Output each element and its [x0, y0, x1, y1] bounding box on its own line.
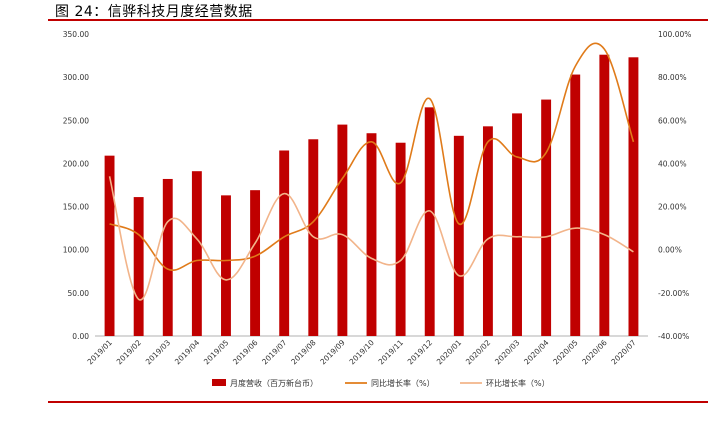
- chart-legend: 月度营收（百万新台币） 同比增长率（%） 环比增长率（%）: [212, 378, 550, 388]
- left-tick-label: 100.00: [63, 246, 89, 255]
- bar-2020/06: [599, 54, 610, 337]
- left-tick-label: 350.00: [63, 30, 89, 39]
- x-tick-label: 2019/12: [406, 338, 435, 367]
- x-tick-label: 2019/07: [260, 338, 289, 367]
- bar-2020/02: [482, 126, 493, 336]
- legend-label: 同比增长率（%）: [371, 378, 435, 388]
- x-tick-label: 2019/11: [377, 338, 406, 367]
- bar-2020/05: [570, 74, 581, 336]
- bar-2020/03: [512, 113, 522, 336]
- left-tick-label: 250.00: [63, 116, 89, 125]
- x-tick-label: 2019/05: [202, 338, 231, 367]
- right-tick-label: 40.00%: [658, 159, 687, 168]
- bar-2019/07: [279, 150, 290, 336]
- bar-2019/05: [221, 195, 231, 336]
- bar-2019/01: [104, 155, 115, 336]
- bar-2019/10: [366, 133, 377, 336]
- left-tick-label: 50.00: [68, 289, 90, 298]
- legend-label: 月度营收（百万新台币）: [230, 378, 318, 388]
- x-tick-label: 2020/04: [522, 338, 551, 367]
- legend-swatch-revenue: [212, 379, 226, 386]
- title-rule: [48, 19, 708, 21]
- x-tick-label: 2020/03: [493, 338, 522, 367]
- right-tick-label: 80.00%: [658, 73, 687, 82]
- bar-series: [104, 54, 639, 337]
- x-tick-label: 2020/05: [551, 338, 580, 367]
- tick-labels: 0.00 50.00 100.00 150.00 200.00 250.00 300.00 3…: [63, 30, 692, 366]
- x-tick-label: 2020/07: [609, 338, 638, 367]
- bar-2019/06: [250, 190, 261, 336]
- bar-2020/01: [453, 135, 464, 336]
- bar-2019/03: [162, 178, 173, 336]
- right-tick-label: 0.00%: [658, 246, 682, 255]
- left-tick-label: 300.00: [63, 73, 89, 82]
- x-tick-label: 2019/08: [289, 338, 318, 367]
- bar-2019/12: [424, 107, 435, 336]
- right-tick-label: -20.00%: [658, 289, 689, 298]
- yoy-growth-line: [109, 42, 635, 271]
- x-tick-label: 2019/06: [231, 338, 260, 367]
- left-tick-label: 150.00: [63, 203, 89, 212]
- x-tick-label: 2020/02: [464, 338, 493, 367]
- figure-title: 图 24：信骅科技月度经营数据: [55, 4, 253, 20]
- bar-2019/02: [133, 197, 144, 336]
- mom-growth-line: [108, 176, 634, 301]
- x-tick-label: 2019/04: [173, 338, 202, 367]
- bar-2019/11: [395, 142, 406, 336]
- x-tick-label: 2020/01: [435, 338, 464, 367]
- left-tick-label: 0.00: [72, 332, 89, 341]
- x-tick-label: 2019/03: [144, 338, 173, 367]
- x-tick-label: 2020/06: [580, 338, 609, 367]
- x-tick-label: 2019/01: [86, 338, 115, 367]
- bar-2020/07: [628, 57, 639, 336]
- right-tick-label: 60.00%: [658, 116, 687, 125]
- x-tick-label: 2019/10: [348, 338, 377, 367]
- right-tick-label: 20.00%: [658, 203, 687, 212]
- right-tick-label: -40.00%: [658, 332, 689, 341]
- left-tick-label: 200.00: [63, 159, 89, 168]
- legend-label: 环比增长率（%）: [486, 378, 550, 388]
- bar-2019/04: [191, 171, 202, 336]
- line-series: [108, 42, 635, 301]
- bar-2019/09: [337, 124, 348, 336]
- right-tick-label: 100.00%: [658, 30, 691, 39]
- bar-2020/04: [541, 99, 552, 336]
- bottom-rule: [48, 401, 708, 403]
- x-tick-label: 2019/02: [115, 338, 144, 367]
- x-tick-label: 2019/09: [318, 338, 347, 367]
